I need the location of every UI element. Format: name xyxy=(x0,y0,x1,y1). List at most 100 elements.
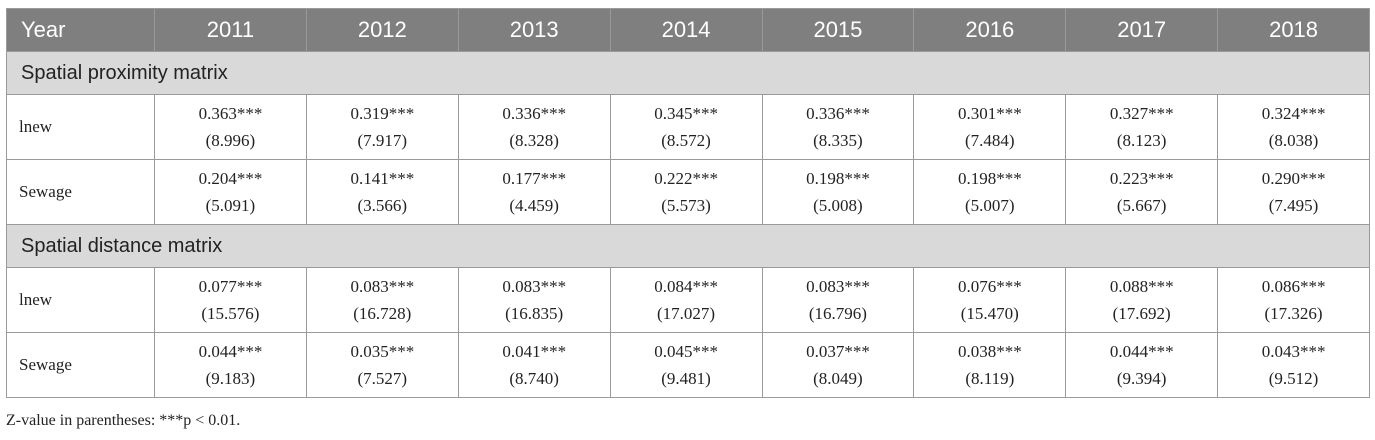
z-value: (8.740) xyxy=(509,369,559,388)
table-row: lnew 0.363*** (8.996) 0.319*** (7.917) 0.336*… xyxy=(6,94,1370,160)
section-header-row: Spatial proximity matrix xyxy=(6,51,1370,95)
coefficient-value: 0.336*** xyxy=(806,104,870,123)
z-value: (5.573) xyxy=(661,196,711,215)
coefficient-value: 0.077*** xyxy=(198,277,263,296)
coefficient-value: 0.204*** xyxy=(198,169,263,188)
z-value: (8.996) xyxy=(205,131,256,150)
z-value: (9.481) xyxy=(661,369,711,388)
variable-label: lnew xyxy=(6,94,155,160)
z-value: (8.119) xyxy=(965,369,1015,388)
z-value: (15.470) xyxy=(960,304,1019,323)
section-header-row: Spatial distance matrix xyxy=(6,224,1370,268)
coefficient-value: 0.345*** xyxy=(654,104,718,123)
z-value: (5.007) xyxy=(965,196,1015,215)
value-cell: 0.083*** (16.835) xyxy=(457,267,611,333)
variable-label: Sewage xyxy=(6,332,155,398)
z-value: (7.917) xyxy=(357,131,408,150)
value-cell: 0.177*** (4.459) xyxy=(457,159,611,225)
z-value: (9.512) xyxy=(1268,369,1319,388)
coefficient-value: 0.035*** xyxy=(350,342,415,361)
variable-label: Sewage xyxy=(6,159,155,225)
coefficient-value: 0.223*** xyxy=(1109,169,1174,188)
coefficient-value: 0.076*** xyxy=(957,277,1022,296)
z-value: (5.008) xyxy=(813,196,863,215)
coefficient-value: 0.141*** xyxy=(350,169,415,188)
value-cell: 0.222*** (5.573) xyxy=(609,159,763,225)
z-value: (16.835) xyxy=(505,304,564,323)
value-cell: 0.076*** (15.470) xyxy=(913,267,1067,333)
coefficient-value: 0.083*** xyxy=(502,277,567,296)
year-column-header: 2016 xyxy=(913,8,1067,52)
value-cell: 0.363*** (8.996) xyxy=(154,94,307,160)
value-cell: 0.345*** (8.572) xyxy=(609,94,763,160)
z-value: (8.328) xyxy=(509,131,559,150)
coefficient-value: 0.045*** xyxy=(654,342,718,361)
z-value: (7.527) xyxy=(357,369,408,388)
coefficient-value: 0.043*** xyxy=(1261,342,1326,361)
value-cell: 0.038*** (8.119) xyxy=(913,332,1067,398)
coefficient-value: 0.222*** xyxy=(654,169,718,188)
value-cell: 0.324*** (8.038) xyxy=(1217,94,1370,160)
coefficient-value: 0.198*** xyxy=(957,169,1022,188)
coefficient-value: 0.044*** xyxy=(198,342,263,361)
coefficient-value: 0.044*** xyxy=(1109,342,1174,361)
value-cell: 0.043*** (9.512) xyxy=(1217,332,1370,398)
coefficient-value: 0.327*** xyxy=(1109,104,1174,123)
coefficient-value: 0.084*** xyxy=(654,277,718,296)
coefficient-value: 0.083*** xyxy=(806,277,870,296)
section-title: Spatial distance matrix xyxy=(6,224,1370,268)
coefficient-value: 0.363*** xyxy=(198,104,263,123)
coefficient-value: 0.088*** xyxy=(1109,277,1174,296)
year-column-header: 2017 xyxy=(1065,8,1219,52)
coefficient-value: 0.198*** xyxy=(806,169,870,188)
section-title: Spatial proximity matrix xyxy=(6,51,1370,95)
value-cell: 0.083*** (16.796) xyxy=(761,267,915,333)
z-value: (8.123) xyxy=(1116,131,1167,150)
z-value: (17.692) xyxy=(1112,304,1171,323)
value-cell: 0.044*** (9.183) xyxy=(154,332,307,398)
value-cell: 0.077*** (15.576) xyxy=(154,267,307,333)
coefficient-value: 0.086*** xyxy=(1261,277,1326,296)
value-cell: 0.083*** (16.728) xyxy=(305,267,459,333)
value-cell: 0.223*** (5.667) xyxy=(1065,159,1219,225)
coefficient-value: 0.038*** xyxy=(957,342,1022,361)
year-column-header: 2013 xyxy=(457,8,611,52)
year-column-header: 2015 xyxy=(761,8,915,52)
coefficient-value: 0.041*** xyxy=(502,342,567,361)
z-value: (8.049) xyxy=(813,369,863,388)
z-value: (5.091) xyxy=(205,196,256,215)
value-cell: 0.327*** (8.123) xyxy=(1065,94,1219,160)
results-table-container: Year 2011 2012 2013 2014 2015 2016 2017 … xyxy=(6,8,1370,398)
z-value: (7.484) xyxy=(965,131,1015,150)
value-cell: 0.204*** (5.091) xyxy=(154,159,307,225)
coefficient-value: 0.319*** xyxy=(350,104,415,123)
year-column-header: 2014 xyxy=(609,8,763,52)
coefficient-value: 0.290*** xyxy=(1261,169,1326,188)
table-row: Sewage 0.204*** (5.091) 0.141*** (3.566) 0.17… xyxy=(6,159,1370,225)
coefficient-value: 0.177*** xyxy=(502,169,567,188)
value-cell: 0.041*** (8.740) xyxy=(457,332,611,398)
value-cell: 0.198*** (5.008) xyxy=(761,159,915,225)
table-row: Sewage 0.044*** (9.183) 0.035*** (7.527) 0.04… xyxy=(6,332,1370,398)
value-cell: 0.301*** (7.484) xyxy=(913,94,1067,160)
year-header: Year xyxy=(6,8,155,52)
value-cell: 0.141*** (3.566) xyxy=(305,159,459,225)
z-value: (3.566) xyxy=(357,196,408,215)
value-cell: 0.198*** (5.007) xyxy=(913,159,1067,225)
table-row: lnew 0.077*** (15.576) 0.083*** (16.728) 0.08… xyxy=(6,267,1370,333)
spatial-autocorrelation-table: Year 2011 2012 2013 2014 2015 2016 2017 … xyxy=(6,8,1370,398)
table-footnote: Z-value in parentheses: ***p < 0.01. xyxy=(6,412,241,429)
coefficient-value: 0.037*** xyxy=(806,342,870,361)
year-column-header: 2012 xyxy=(305,8,459,52)
value-cell: 0.088*** (17.692) xyxy=(1065,267,1219,333)
coefficient-value: 0.083*** xyxy=(350,277,415,296)
value-cell: 0.336*** (8.335) xyxy=(761,94,915,160)
value-cell: 0.086*** (17.326) xyxy=(1217,267,1370,333)
year-column-header: 2018 xyxy=(1217,8,1370,52)
coefficient-value: 0.301*** xyxy=(957,104,1022,123)
coefficient-value: 0.324*** xyxy=(1261,104,1326,123)
z-value: (17.326) xyxy=(1264,304,1323,323)
z-value: (8.572) xyxy=(661,131,711,150)
z-value: (9.183) xyxy=(205,369,256,388)
value-cell: 0.035*** (7.527) xyxy=(305,332,459,398)
